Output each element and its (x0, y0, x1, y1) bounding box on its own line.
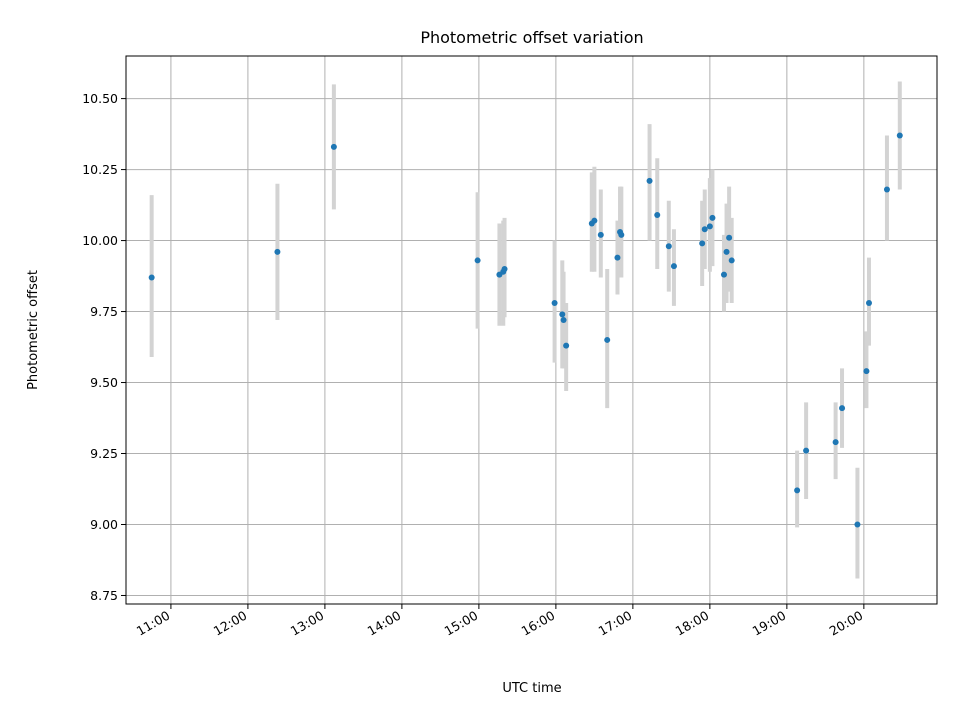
y-tick-label: 10.00 (82, 233, 118, 248)
data-point (597, 231, 604, 238)
data-point (709, 214, 716, 221)
data-point (474, 257, 481, 264)
data-point (560, 317, 567, 324)
point-layer (148, 132, 903, 528)
y-tick-label: 9.50 (90, 375, 118, 390)
chart-title: Photometric offset variation (420, 28, 643, 47)
y-tick-label: 10.25 (82, 162, 118, 177)
data-point (654, 212, 661, 219)
data-point (604, 336, 611, 343)
data-point (865, 300, 872, 307)
data-point (670, 263, 677, 270)
y-axis-label: Photometric offset (26, 270, 41, 390)
data-point (803, 447, 810, 454)
data-point (863, 368, 870, 375)
data-point (723, 248, 730, 255)
y-tick-label: 9.75 (90, 304, 118, 319)
data-point (839, 405, 846, 412)
y-tick-label: 9.00 (90, 517, 118, 532)
data-point (591, 217, 598, 224)
data-point (618, 231, 625, 238)
data-point (274, 248, 281, 255)
data-point (646, 177, 653, 184)
data-point (728, 257, 735, 264)
data-point (559, 311, 566, 318)
y-tick-label: 10.50 (82, 91, 118, 106)
x-axis-label: UTC time (502, 681, 561, 696)
data-point (501, 265, 508, 272)
data-point (883, 186, 890, 193)
data-point (726, 234, 733, 241)
data-point (832, 439, 839, 446)
data-point (665, 243, 672, 250)
data-point (148, 274, 155, 281)
data-point (614, 254, 621, 261)
data-point (854, 521, 861, 528)
data-point (551, 300, 558, 307)
y-axis-ticks: 8.75 9.00 9.25 9.50 9.75 10.00 10.25 10.50 (82, 91, 126, 603)
data-point (896, 132, 903, 139)
data-point (699, 240, 706, 247)
data-point (563, 342, 570, 349)
y-tick-label: 8.75 (90, 588, 118, 603)
data-point (701, 226, 708, 233)
y-tick-label: 9.25 (90, 446, 118, 461)
data-point (720, 271, 727, 278)
grid-layer (126, 56, 937, 604)
data-point (794, 487, 801, 494)
data-point (706, 223, 713, 230)
plot-frame (125, 55, 938, 605)
data-point (330, 143, 337, 150)
